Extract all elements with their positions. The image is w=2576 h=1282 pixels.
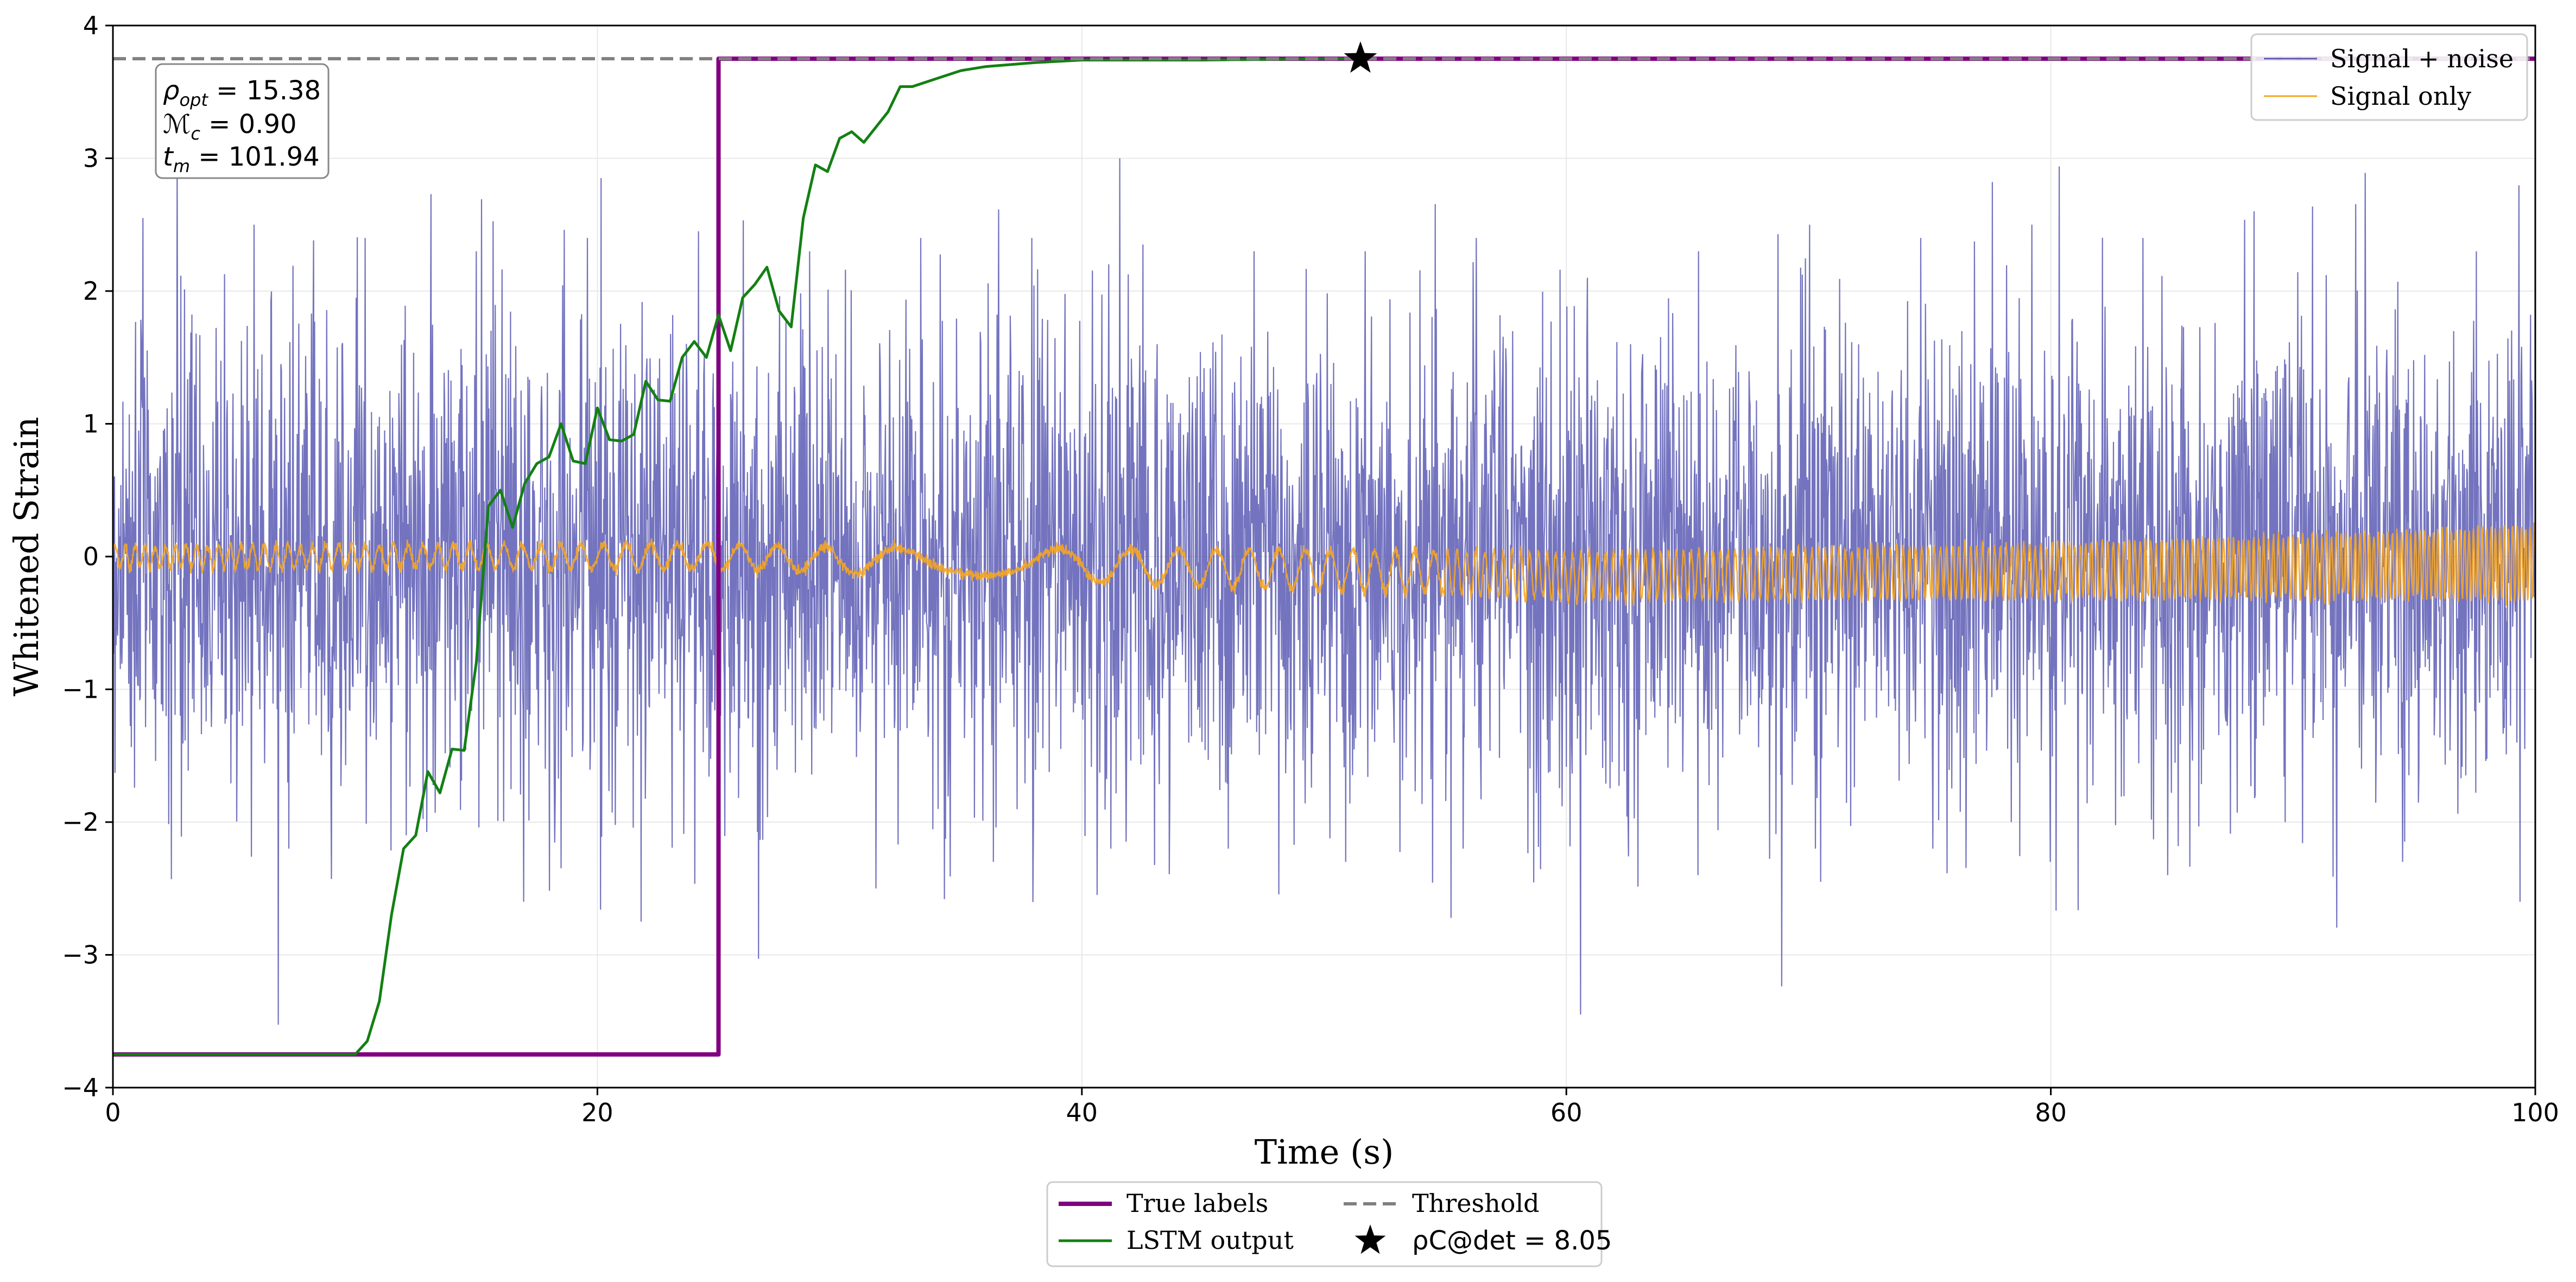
y-tick-label: −1 — [62, 675, 99, 704]
legend-true-labels-label: True labels — [1126, 1189, 1268, 1218]
x-tick-label: 20 — [581, 1098, 613, 1127]
annotation-tm: tm = 101.94 — [163, 142, 320, 176]
series-signal-noise — [112, 158, 2536, 1025]
y-tick-label: 2 — [83, 276, 99, 306]
y-tick-label: −3 — [62, 940, 99, 970]
y-tick-label: 1 — [83, 409, 99, 439]
legend-signal-noise-label: Signal + noise — [2330, 44, 2514, 73]
legend-bottom: True labels LSTM output Threshold ρC@det… — [1046, 1181, 1612, 1267]
y-tick-label: −2 — [62, 807, 99, 837]
y-tick-label: 3 — [83, 144, 99, 173]
x-tick-label: 100 — [2511, 1098, 2559, 1127]
metrics-annotation: ρopt = 15.38 ℳc = 0.90 tm = 101.94 — [155, 63, 330, 179]
legend-bottom-box — [1046, 1181, 1603, 1267]
series-layer — [112, 41, 2536, 1057]
y-tick-label: 0 — [83, 542, 99, 571]
legend-top-right-box — [2250, 33, 2528, 121]
legend-lstm-label: LSTM output — [1126, 1226, 1294, 1255]
legend-threshold-label: Threshold — [1412, 1189, 1540, 1218]
annotation-box — [155, 63, 330, 179]
y-tick-label: −4 — [62, 1073, 99, 1102]
x-tick-label: 0 — [105, 1098, 121, 1127]
legend-signal-only-label: Signal only — [2330, 81, 2471, 111]
legend-detection-label: ρC@det = 8.05 — [1412, 1226, 1612, 1256]
x-tick-label: 60 — [1550, 1098, 1583, 1127]
y-axis-label: Whitened Strain — [7, 417, 46, 697]
axes: 0 20 40 60 80 100 −4 −3 −2 −1 0 1 2 3 4 — [62, 11, 2559, 1127]
series-signal-only — [112, 522, 2536, 607]
y-tick-label: 4 — [83, 11, 99, 40]
x-tick-label: 80 — [2035, 1098, 2067, 1127]
annotation-rho-opt: ρopt = 15.38 — [163, 75, 321, 110]
legend-top-right: Signal + noise Signal only — [2250, 33, 2528, 121]
detection-star-marker — [1344, 41, 1377, 73]
annotation-mc: ℳc = 0.90 — [163, 109, 297, 144]
legend-detection-star-icon — [1355, 1224, 1386, 1254]
x-axis-label: Time (s) — [1255, 1132, 1394, 1172]
x-tick-label: 40 — [1066, 1098, 1098, 1127]
series-lstm-output — [113, 57, 1360, 1056]
